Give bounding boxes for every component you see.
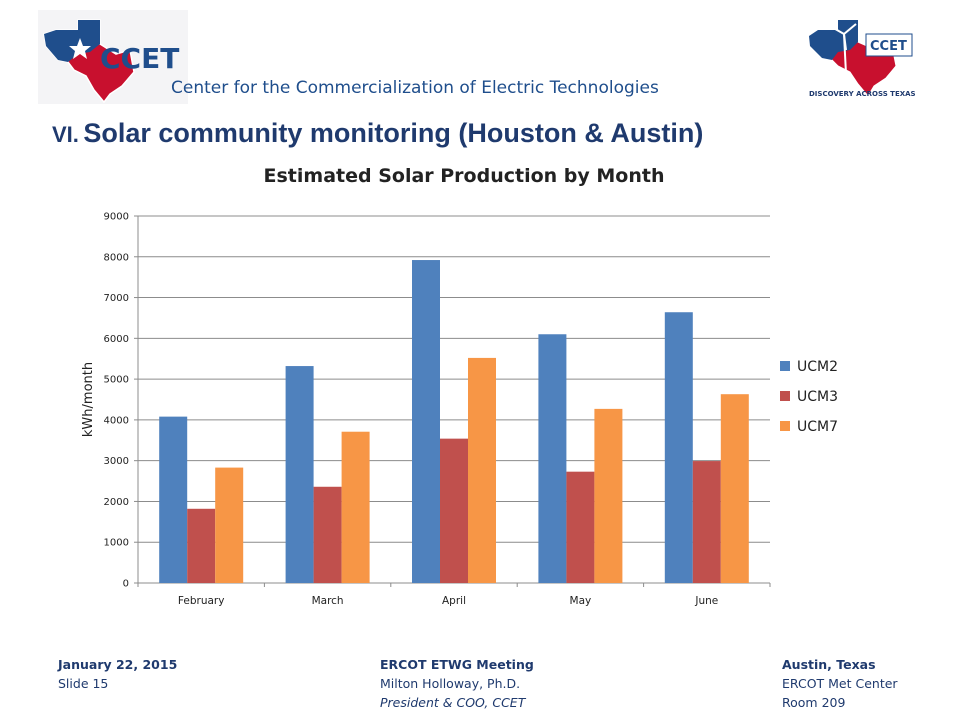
legend-swatch (780, 421, 790, 431)
y-tick-label: 9000 (104, 212, 129, 223)
y-tick-label: 5000 (104, 375, 129, 386)
y-axis-label: kWh/month (81, 362, 96, 437)
bar-ucm2-april (412, 260, 440, 583)
legend-label: UCM3 (797, 389, 838, 405)
bar-ucm2-march (285, 366, 314, 583)
x-tick-label: May (570, 595, 592, 607)
footer-left: January 22, 2015 Slide 15 (58, 655, 177, 693)
footer-presenter-title: President & COO, CCET (380, 695, 526, 710)
legend-swatch (780, 361, 790, 371)
footer-center: ERCOT ETWG Meeting Milton Holloway, Ph.D… (380, 655, 534, 712)
legend-label: UCM7 (797, 419, 838, 435)
y-tick-label: 2000 (104, 497, 129, 508)
bar-ucm2-february (159, 416, 188, 583)
footer-meeting: ERCOT ETWG Meeting (380, 657, 534, 672)
bar-ucm7-march (341, 431, 370, 583)
bar-ucm3-may (566, 471, 595, 583)
bar-ucm3-february (187, 508, 216, 583)
bar-ucm7-april (468, 357, 496, 583)
bar-ucm3-april (440, 438, 468, 583)
y-tick-label: 4000 (104, 415, 129, 426)
svg-text:CCET: CCET (870, 39, 907, 54)
footer-venue: ERCOT Met Center (782, 676, 898, 691)
footer-presenter: Milton Holloway, Ph.D. (380, 676, 521, 691)
bar-ucm3-march (313, 486, 342, 583)
bar-ucm2-may (538, 334, 567, 583)
footer-slide-number: Slide 15 (58, 676, 109, 691)
bar-ucm2-june (664, 312, 693, 583)
y-tick-label: 6000 (104, 334, 129, 345)
bar-ucm7-february (215, 467, 244, 583)
bar-ucm3-june (692, 461, 721, 583)
x-tick-label: February (178, 595, 225, 607)
x-tick-label: March (312, 595, 344, 607)
bar-ucm7-may (594, 408, 623, 583)
org-name: Center for the Commercialization of Elec… (171, 78, 659, 98)
svg-text:CCET: CCET (100, 42, 179, 75)
svg-text:DISCOVERY ACROSS TEXAS: DISCOVERY ACROSS TEXAS (809, 90, 916, 98)
ccet-logo-left: CCET (38, 10, 188, 104)
slide-title-number: VI. (52, 122, 79, 147)
y-tick-label: 1000 (104, 538, 129, 549)
x-tick-label: June (694, 595, 718, 607)
footer-city: Austin, Texas (782, 657, 876, 672)
x-tick-label: April (442, 595, 466, 607)
legend-swatch (780, 391, 790, 401)
y-tick-label: 7000 (104, 293, 129, 304)
footer-date: January 22, 2015 (58, 657, 178, 672)
ccet-logo-right: CCET DISCOVERY ACROSS TEXAS (808, 19, 916, 98)
y-tick-label: 0 (123, 579, 129, 590)
slide-title: VI. Solar community monitoring (Houston … (52, 118, 703, 149)
footer-room: Room 209 (782, 695, 846, 710)
y-tick-label: 8000 (104, 252, 129, 263)
chart-title: Estimated Solar Production by Month (263, 165, 665, 187)
footer-right: Austin, Texas ERCOT Met Center Room 209 (782, 655, 898, 712)
slide-title-text: Solar community monitoring (Houston & Au… (83, 118, 704, 148)
y-tick-label: 3000 (104, 456, 129, 467)
legend-label: UCM2 (797, 359, 838, 375)
bar-ucm7-june (720, 394, 749, 583)
